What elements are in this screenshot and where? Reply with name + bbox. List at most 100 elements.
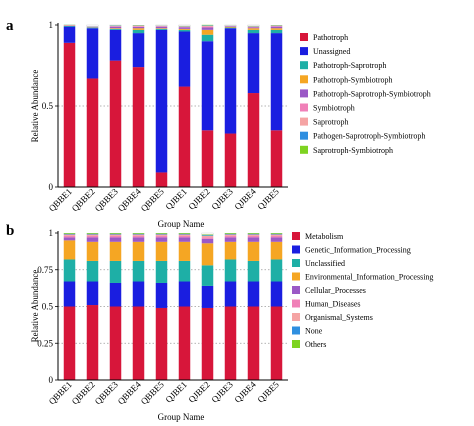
legend-label: Pathotroph: [313, 33, 348, 42]
y-tick-label: 1: [49, 228, 54, 238]
x-tick-label: QJBE2: [186, 379, 211, 404]
legend-label: Genetic_Information_Processing: [305, 246, 411, 255]
bar-segment: [224, 306, 237, 380]
bar-segment: [109, 28, 122, 29]
bar-remainder: [201, 232, 214, 235]
bar-segment: [63, 25, 76, 27]
bar-remainder: [155, 24, 168, 26]
bar-remainder: [247, 24, 260, 27]
x-tick-label: QBBE3: [93, 379, 121, 407]
bar-segment: [155, 172, 168, 187]
y-tick-label: 1: [49, 20, 54, 30]
bar-segment: [201, 238, 214, 244]
bar-segment: [109, 282, 122, 307]
bar-segment: [63, 237, 76, 241]
bar-segment: [109, 29, 122, 61]
bar-segment: [109, 241, 122, 261]
legend-swatch: [292, 313, 300, 321]
bar-segment: [270, 234, 283, 236]
bar-segment: [178, 234, 191, 236]
bar-segment: [201, 41, 214, 131]
y-tick-label: 0.5: [42, 302, 54, 312]
legend-label: Metabolism: [305, 232, 344, 241]
legend-swatch: [300, 75, 308, 84]
bar-segment: [270, 306, 283, 380]
bar-segment: [224, 281, 237, 307]
bar-segment: [270, 26, 283, 29]
bar-segment: [86, 27, 99, 29]
bar-segment: [270, 241, 283, 260]
y-axis-label: Relative Abundance: [30, 70, 40, 143]
bar-segment: [270, 281, 283, 307]
bar-segment: [132, 235, 145, 238]
legend-swatch: [300, 103, 308, 112]
legend-label: Cellular_Processes: [305, 286, 366, 295]
bar-segment: [247, 241, 260, 261]
bar-segment: [178, 233, 191, 235]
bar-segment: [109, 28, 122, 30]
bar-segment: [224, 237, 237, 242]
bar-segment: [132, 28, 145, 30]
bar-segment: [247, 281, 260, 307]
legend-swatch: [292, 259, 300, 267]
bar-segment: [178, 237, 191, 242]
bar-segment: [155, 26, 168, 29]
y-tick-label: 0: [49, 182, 54, 192]
bar-segment: [155, 237, 168, 242]
bar-segment: [86, 234, 99, 236]
bar-segment: [201, 235, 214, 236]
bar-segment: [224, 133, 237, 187]
bar-segment: [224, 233, 237, 234]
bar-segment: [270, 237, 283, 242]
bar-segment: [270, 233, 283, 234]
bar-segment: [201, 27, 214, 30]
bar-segment: [247, 234, 260, 236]
bar-segment: [109, 233, 122, 234]
bar-segment: [224, 233, 237, 235]
bar-segment: [270, 235, 283, 238]
bar-segment: [132, 25, 145, 27]
legend-label: Symbiotroph: [313, 104, 355, 113]
bar-segment: [178, 31, 191, 87]
bar-segment: [86, 260, 99, 282]
bar-segment: [109, 234, 122, 236]
bar-segment: [86, 233, 99, 234]
bar-segment: [270, 28, 283, 30]
bar-segment: [86, 78, 99, 187]
bar-segment: [247, 233, 260, 235]
bar-segment: [201, 34, 214, 42]
bar-segment: [247, 235, 260, 238]
bar-segment: [178, 306, 191, 380]
bar-segment: [201, 265, 214, 286]
legend-swatch: [292, 245, 300, 254]
bar-segment: [132, 233, 145, 234]
legend-swatch: [292, 326, 300, 335]
bar-segment: [247, 27, 260, 29]
bar-segment: [201, 130, 214, 187]
chart-b: 00.250.50.751QBBE1QBBE2QBBE3QBBE4QBBE5QJ…: [30, 228, 433, 422]
bar-segment: [178, 28, 191, 30]
bar-segment: [132, 26, 145, 27]
bar-segment: [224, 26, 237, 27]
bar-segment: [201, 243, 214, 266]
x-tick-label: QJBE4: [232, 186, 258, 212]
bar-segment: [109, 260, 122, 283]
x-tick-label: QBBE2: [70, 186, 97, 213]
bar-segment: [247, 237, 260, 242]
x-tick-label: QBBE3: [93, 186, 121, 214]
bar-segment: [63, 281, 76, 307]
bar-segment: [63, 233, 76, 234]
bar-segment: [109, 237, 122, 242]
x-axis-label: Group Name: [158, 219, 205, 229]
bar-segment: [132, 237, 145, 242]
legend-swatch: [300, 33, 308, 41]
bar-segment: [178, 27, 191, 29]
legend-swatch: [292, 232, 300, 240]
y-tick-label: 0.25: [37, 338, 53, 348]
bar-segment: [178, 235, 191, 238]
y-tick-label: 0.5: [42, 101, 54, 111]
bar-segment: [155, 241, 168, 261]
bar-segment: [247, 28, 260, 30]
legend-swatch: [300, 117, 308, 126]
bar-segment: [178, 260, 191, 282]
